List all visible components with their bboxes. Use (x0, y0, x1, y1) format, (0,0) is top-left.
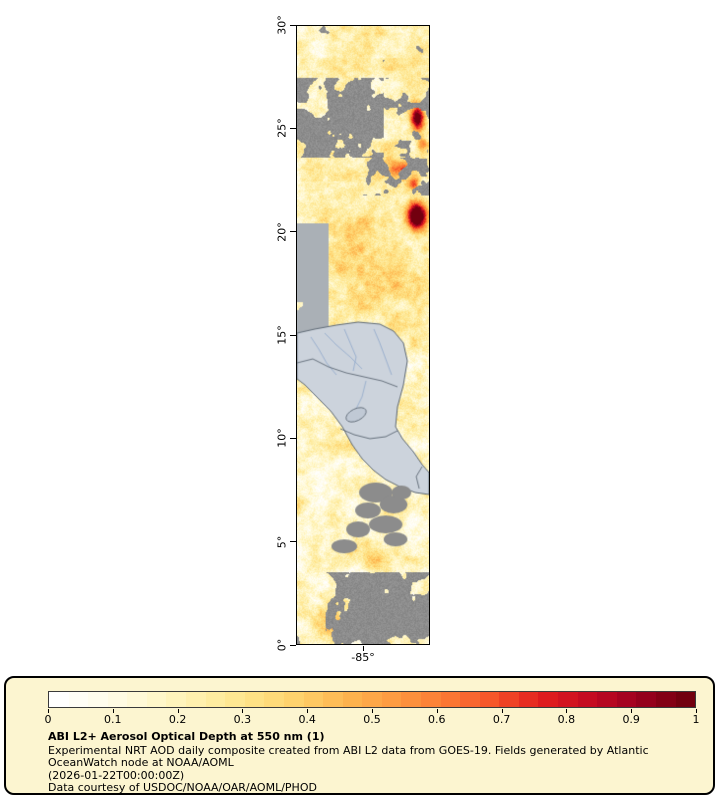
colorbar-cell (558, 692, 578, 707)
y-axis-tick-label: 30° (275, 15, 289, 35)
legend-credit: Data courtesy of USDOC/NOAA/OAR/AOML/PHO… (48, 781, 317, 794)
y-axis-tick-label: 20° (275, 221, 289, 242)
y-axis-tick-label: 10° (275, 428, 289, 449)
legend-description-line-1: Experimental NRT AOD daily composite cre… (48, 743, 649, 757)
colorbar-tick-label: 1 (692, 713, 700, 726)
legend-description-line-2: OceanWatch node at NOAA/AOML (48, 756, 234, 769)
colorbar-tick (436, 709, 438, 713)
colorbar-cell (225, 692, 245, 707)
colorbar-cell (205, 692, 226, 707)
colorbar-cell (166, 692, 187, 707)
colorbar-tick (177, 709, 179, 713)
colorbar-cell (420, 692, 441, 707)
colorbar-cell (342, 692, 363, 707)
colorbar-tick-label: 0.2 (168, 713, 187, 726)
legend-title: ABI L2+ Aerosol Optical Depth at 550 nm … (48, 730, 325, 743)
x-axis-tick (363, 646, 364, 651)
colorbar-cell (323, 692, 343, 707)
colorbar-tick-label: 0 (44, 713, 52, 726)
colorbar-cell (146, 692, 167, 707)
y-axis-tick-label: 5° (275, 535, 289, 548)
colorbar-cell (675, 692, 695, 707)
colorbar-cell (362, 692, 382, 707)
colorbar-cell (244, 692, 265, 707)
colorbar (48, 691, 696, 708)
y-axis: 30° 25° 20° 15° 10° 5° 0° (0, 0, 296, 670)
colorbar-tick (501, 709, 503, 713)
aod-map-figure: 30° 25° 20° 15° 10° 5° 0° -85° (0, 0, 430, 670)
colorbar-cell (499, 692, 519, 707)
colorbar-tick-label: 0.8 (557, 713, 576, 726)
colorbar-cell (186, 692, 206, 707)
colorbar-tick-label: 0.6 (428, 713, 446, 726)
colorbar-cell (107, 692, 128, 707)
colorbar-cell (88, 692, 108, 707)
colorbar-tick-label: 0.5 (363, 713, 381, 726)
colorbar-cell (440, 692, 461, 707)
colorbar-cell (655, 692, 676, 707)
colorbar-tick (307, 709, 309, 713)
colorbar-cell (518, 692, 539, 707)
y-axis-tick-label: 15° (275, 325, 289, 345)
colorbar-cell (577, 692, 598, 707)
colorbar-tick (696, 709, 697, 713)
colorbar-cell (538, 692, 559, 707)
colorbar-tick-label: 0.7 (492, 713, 511, 726)
colorbar-cell (381, 692, 402, 707)
colorbar-cell (401, 692, 421, 707)
colorbar-cell (264, 692, 284, 707)
colorbar-tick (631, 709, 633, 713)
colorbar-cell (636, 692, 656, 707)
map-plot-area (296, 25, 430, 645)
y-axis-tick-label: 25° (275, 118, 289, 139)
legend-panel: 0 0.1 0.2 0.3 0.4 0.5 0.6 0.7 0.8 0.9 1 ABI L2+ Ae… (4, 676, 715, 795)
colorbar-tick (566, 709, 568, 713)
colorbar-axis: 0 0.1 0.2 0.3 0.4 0.5 0.6 0.7 0.8 0.9 1 (44, 709, 700, 729)
colorbar-cell (68, 692, 89, 707)
colorbar-cell (283, 692, 304, 707)
colorbar-cell (49, 692, 69, 707)
aod-map-canvas (297, 26, 429, 644)
colorbar-cell (616, 692, 637, 707)
colorbar-cell (460, 692, 480, 707)
y-axis-tick-label: 0° (275, 638, 289, 652)
colorbar-tick (112, 709, 114, 713)
colorbar-tick (372, 709, 373, 713)
colorbar-tick-label: 0.9 (622, 713, 640, 726)
x-axis-tick-label: -85° (351, 651, 375, 664)
legend-text-block: ABI L2+ Aerosol Optical Depth at 550 nm … (48, 730, 697, 795)
colorbar-cell (597, 692, 617, 707)
colorbar-tick-label: 0.4 (298, 713, 316, 726)
colorbar-cell (479, 692, 500, 707)
colorbar-cell (303, 692, 324, 707)
colorbar-tick (242, 709, 244, 713)
legend-timestamp: (2026-01-22T00:00:00Z) (48, 768, 185, 782)
colorbar-tick (48, 709, 49, 713)
colorbar-tick-label: 0.1 (104, 713, 122, 726)
colorbar-cell (127, 692, 147, 707)
colorbar-tick-label: 0.3 (233, 713, 252, 726)
